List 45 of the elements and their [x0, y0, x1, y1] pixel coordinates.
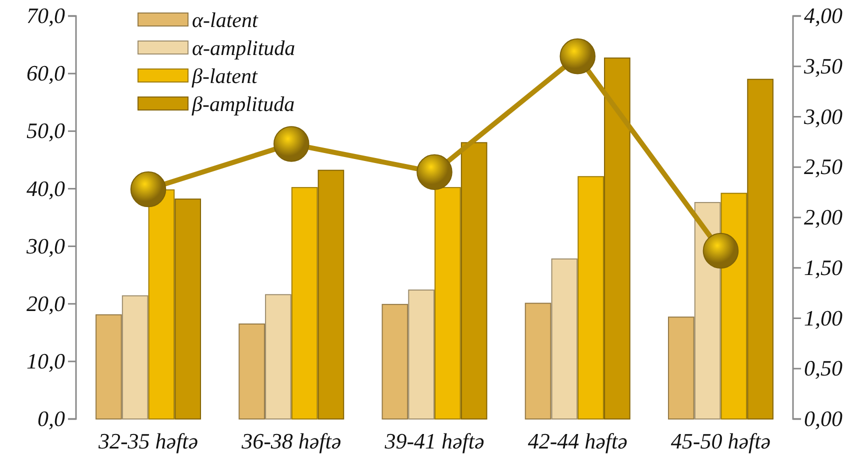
- x-tick-label: 45-50 həftə: [670, 428, 771, 454]
- y-tick-label: 60,0: [26, 60, 65, 86]
- y2-tick-label: 3,00: [803, 104, 842, 129]
- bar: [238, 324, 265, 420]
- legend-label: α-amplituda: [192, 36, 296, 60]
- bar: [668, 316, 694, 420]
- y-tick-label: 0,0: [38, 406, 65, 432]
- bar: [578, 176, 604, 420]
- x-tick-label: 36-38 həftə: [240, 428, 342, 454]
- y-tick-label: 70,0: [26, 3, 65, 28]
- bar: [382, 304, 408, 420]
- y2-tick-label: 3,50: [803, 53, 842, 78]
- bar: [604, 58, 630, 420]
- y-tick-label: 10,0: [26, 348, 65, 374]
- bar: [460, 142, 488, 420]
- legend-label: α-latent: [192, 8, 260, 32]
- y-tick-label: 30,0: [26, 233, 65, 258]
- y2-tick-label: 2,50: [804, 154, 842, 180]
- x-tick-label: 39-41 həftə: [384, 428, 485, 454]
- y2-tick-label: 0,00: [804, 406, 842, 432]
- bar: [318, 170, 344, 420]
- bar: [291, 187, 318, 420]
- y2-tick-label: 1,00: [804, 305, 842, 330]
- y2-tick-label: 2,00: [804, 204, 842, 230]
- bar: [551, 258, 578, 420]
- bar: [720, 192, 748, 420]
- x-tick-label: 32-35 həftə: [97, 428, 198, 454]
- bar: [434, 187, 461, 420]
- bar: [265, 294, 292, 420]
- y-tick-label: 50,0: [26, 118, 65, 144]
- x-tick-label: 42-44 həftə: [528, 428, 628, 454]
- bar: [148, 189, 175, 420]
- legend-label: β-amplituda: [191, 92, 295, 116]
- bar: [747, 78, 774, 420]
- y2-tick-label: 1,50: [804, 254, 842, 280]
- bar: [122, 295, 148, 420]
- bar: [174, 198, 202, 420]
- bar: [96, 314, 122, 420]
- bar: [524, 302, 552, 420]
- y2-tick-label: 0,50: [804, 356, 842, 381]
- bar: [408, 290, 434, 420]
- y-tick-label: 20,0: [26, 290, 65, 316]
- legend-label: β-latent: [191, 64, 258, 88]
- y2-tick-label: 4,00: [804, 3, 842, 28]
- y-tick-label: 40,0: [26, 176, 65, 201]
